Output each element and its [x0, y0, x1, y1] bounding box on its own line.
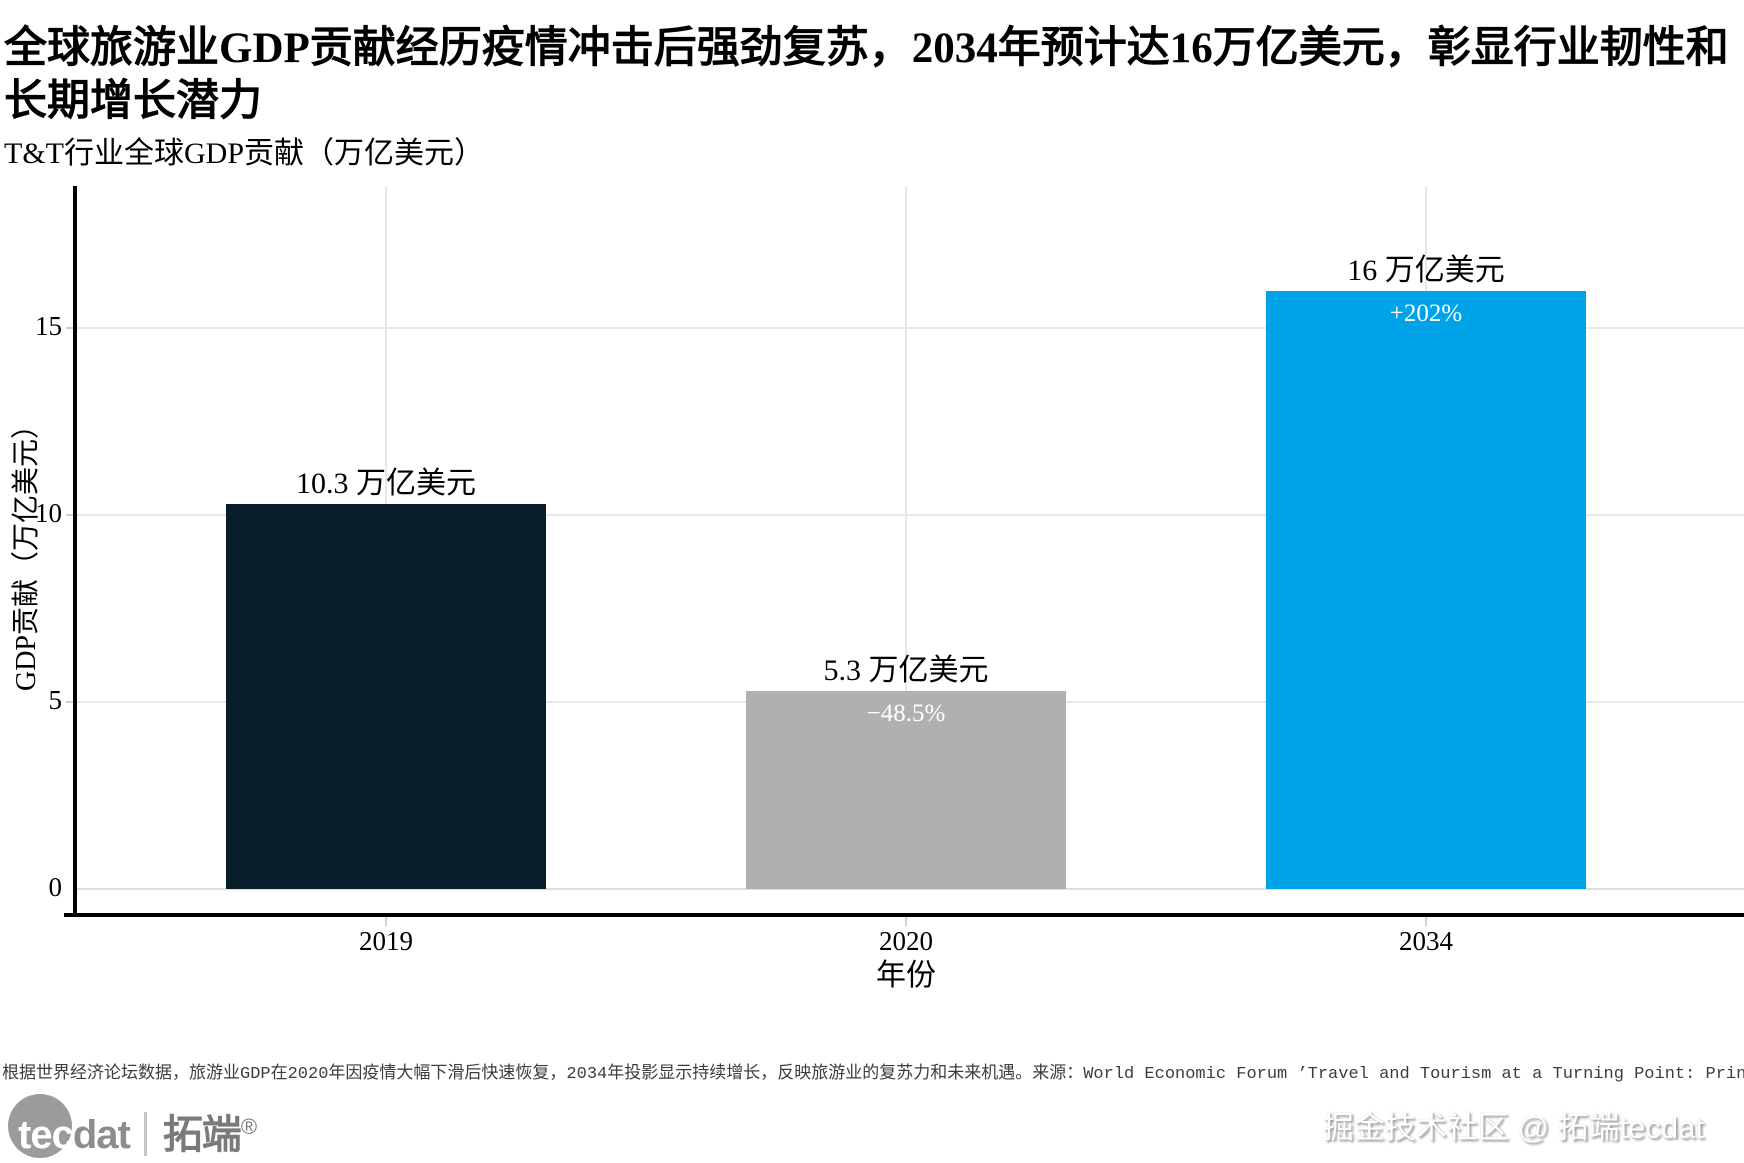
bar-value-label-2020: 5.3 万亿美元: [823, 653, 989, 687]
watermark-text: 掘金技术社区 @ 拓端tecdat: [1322, 1110, 1704, 1145]
bar-value-label-2034: 16 万亿美元: [1347, 253, 1505, 287]
chart-subtitle: T&T行业全球GDP贡献（万亿美元）: [4, 137, 484, 170]
y-tick-label-5: 5: [48, 685, 63, 716]
x-tick-2019: [385, 917, 387, 926]
logo-separator: [143, 1112, 147, 1156]
y-tick-15: [66, 327, 75, 330]
x-tick-label-2019: 2019: [359, 926, 413, 956]
x-tick-2034: [1425, 917, 1427, 926]
logo-text-cn: 拓端: [162, 1113, 242, 1157]
x-tick-label-2020: 2020: [879, 926, 933, 956]
y-axis-line: [73, 186, 77, 917]
gridline-y-15: [75, 327, 1744, 330]
tecdat-logo-text: tecdat 拓端®: [18, 1102, 257, 1160]
y-tick-label-0: 0: [48, 872, 63, 902]
chart-title: 全球旅游业GDP贡献经历疫情冲击后强劲复苏，2034年预计达16万亿美元，彰显行…: [4, 25, 1729, 126]
bar-2034: [1266, 290, 1586, 889]
x-tick-2020: [905, 917, 907, 926]
y-tick-10: [66, 514, 75, 517]
bar-2020: [746, 690, 1066, 889]
x-axis-title: 年份: [876, 959, 936, 992]
y-tick-label-15: 15: [35, 311, 62, 342]
x-axis-line: [64, 913, 1744, 917]
registered-trademark-icon: ®: [240, 1114, 257, 1139]
gridline-y-10: [75, 514, 1744, 517]
gridline-x-2020: [905, 186, 907, 889]
logo-text-dat: dat: [72, 1113, 131, 1157]
x-tick-label-2034: 2034: [1399, 926, 1453, 956]
tecdat-logo-circle-icon: [8, 1094, 72, 1158]
zero-gridline: [75, 888, 1744, 890]
bar-2019: [226, 503, 546, 889]
bar-change-label-2020: −48.5%: [866, 699, 946, 727]
y-tick-5: [66, 701, 75, 704]
footer-note: 根据世界经济论坛数据，旅游业GDP在2020年因疫情大幅下滑后快速恢复，2034…: [2, 1065, 1744, 1084]
logo-text-tec: tec: [18, 1113, 74, 1157]
y-tick-label-10: 10: [35, 498, 62, 529]
bar-change-label-2034: +202%: [1389, 299, 1463, 327]
bar-value-label-2019: 10.3 万亿美元: [296, 466, 476, 500]
